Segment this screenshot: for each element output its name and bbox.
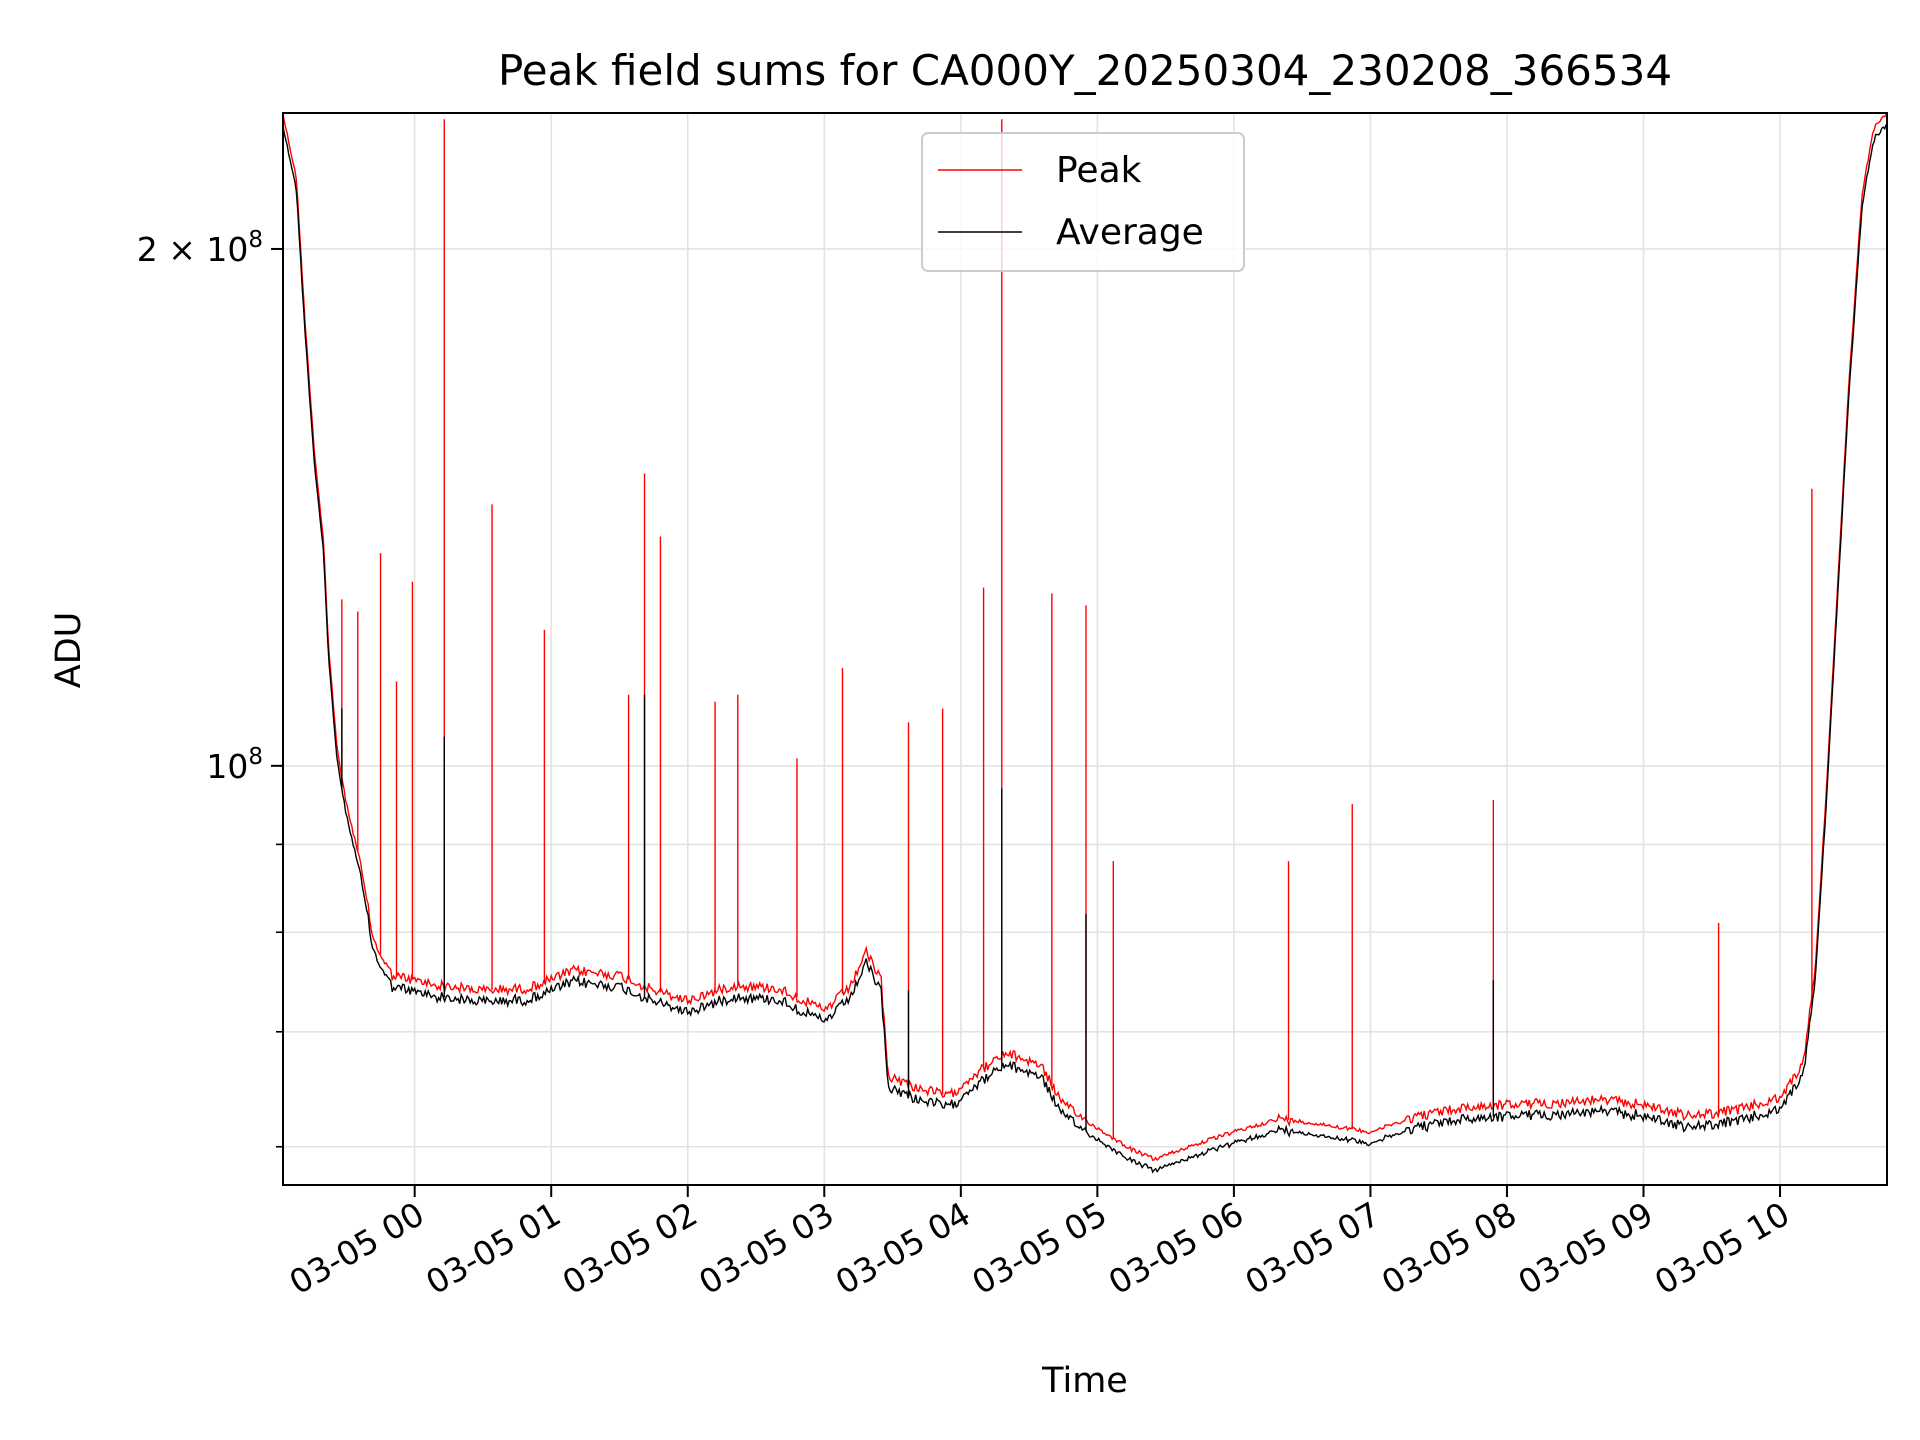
y-tick-base: 10	[206, 747, 248, 786]
series-line-peak	[282, 113, 1887, 1162]
series-group	[282, 113, 1887, 1174]
legend-box	[921, 132, 1245, 272]
y-tick-exponent: 8	[248, 744, 263, 770]
series-line-average	[282, 124, 1887, 1174]
chart-title: Peak field sums for CA000Y_20250304_2302…	[498, 46, 1672, 95]
plot-frame	[282, 112, 1888, 1186]
y-tick-exponent: 8	[248, 227, 263, 253]
y-tick-label: 2 × 108	[137, 227, 263, 269]
y-tick-label: 108	[206, 744, 263, 786]
x-axis-title: Time	[1041, 1361, 1128, 1401]
legend: Peak Average	[921, 132, 1245, 272]
grid	[283, 113, 1887, 1185]
y-axis-title: ADU	[49, 612, 89, 689]
legend-label-average: Average	[1056, 212, 1204, 253]
y-tick-base: 10	[206, 230, 248, 269]
legend-label-peak: Peak	[1056, 150, 1142, 191]
y-tick-coef: 2 ×	[137, 230, 207, 269]
